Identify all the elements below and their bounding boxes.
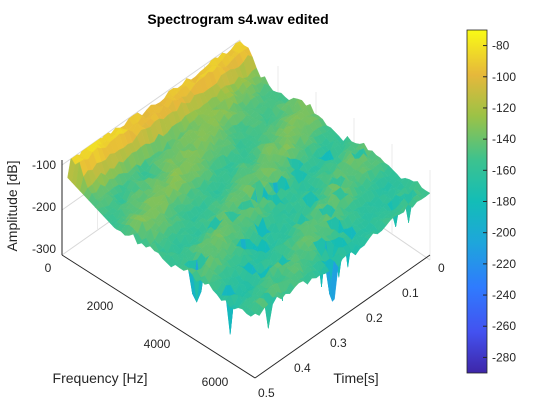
surface-cell <box>62 184 71 195</box>
amplitude-ticks: -300 -200 -100 <box>32 158 56 256</box>
colorbar-tick-label: -200 <box>492 226 516 240</box>
surface-cell <box>69 194 80 199</box>
colorbar-tick-label: -140 <box>492 132 516 146</box>
frequency-ticks: 0 2000 4000 6000 <box>45 261 229 389</box>
amplitude-axis-label: Amplitude [dB] <box>4 160 20 251</box>
time-ticks: 0 0.1 0.2 0.3 0.4 0.5 <box>258 261 445 400</box>
surface-cell <box>65 189 76 197</box>
x-tick-label: 2000 <box>87 299 114 313</box>
surface-cell <box>250 312 260 317</box>
frequency-axis-label: Frequency [Hz] <box>53 370 148 386</box>
x-tick-label: 0 <box>45 261 52 275</box>
surface-cell <box>82 201 92 208</box>
x-tick-label: 4000 <box>144 337 171 351</box>
colorbar-tick-label: -220 <box>492 257 516 271</box>
y-tick-label: 0.2 <box>366 311 383 325</box>
y-tick-label: 0.4 <box>294 361 311 375</box>
colorbar-tick-label: -280 <box>492 350 516 364</box>
colorbar-ticks: -80 -100 -120 -140 -160 -180 -200 -220 -240 -260 -… <box>483 39 516 364</box>
colorbar-tick-label: -80 <box>492 39 510 53</box>
y-tick-label: 0.3 <box>330 336 347 350</box>
colorbar-tick-label: -160 <box>492 163 516 177</box>
colorbar-tick-label: -100 <box>492 70 516 84</box>
frequency-axis-line <box>61 254 256 379</box>
x-tick-label: 6000 <box>202 375 229 389</box>
colorbar-tick-label: -180 <box>492 195 516 209</box>
time-axis-label: Time[s] <box>333 370 378 386</box>
y-tick-label: 0.1 <box>402 286 419 300</box>
colorbar-tick-label: -260 <box>492 319 516 333</box>
z-tick-label: -200 <box>32 200 56 214</box>
colorbar-tick-label: -120 <box>492 101 516 115</box>
chart-title: Spectrogram s4.wav edited <box>147 11 328 27</box>
y-tick-label: 0 <box>438 261 445 275</box>
z-tick-label: -300 <box>32 242 56 256</box>
time-axis-line <box>254 254 431 379</box>
y-tick-label: 0.5 <box>258 386 275 400</box>
colorbar-tick-label: -240 <box>492 288 516 302</box>
z-tick-label: -100 <box>32 158 56 172</box>
